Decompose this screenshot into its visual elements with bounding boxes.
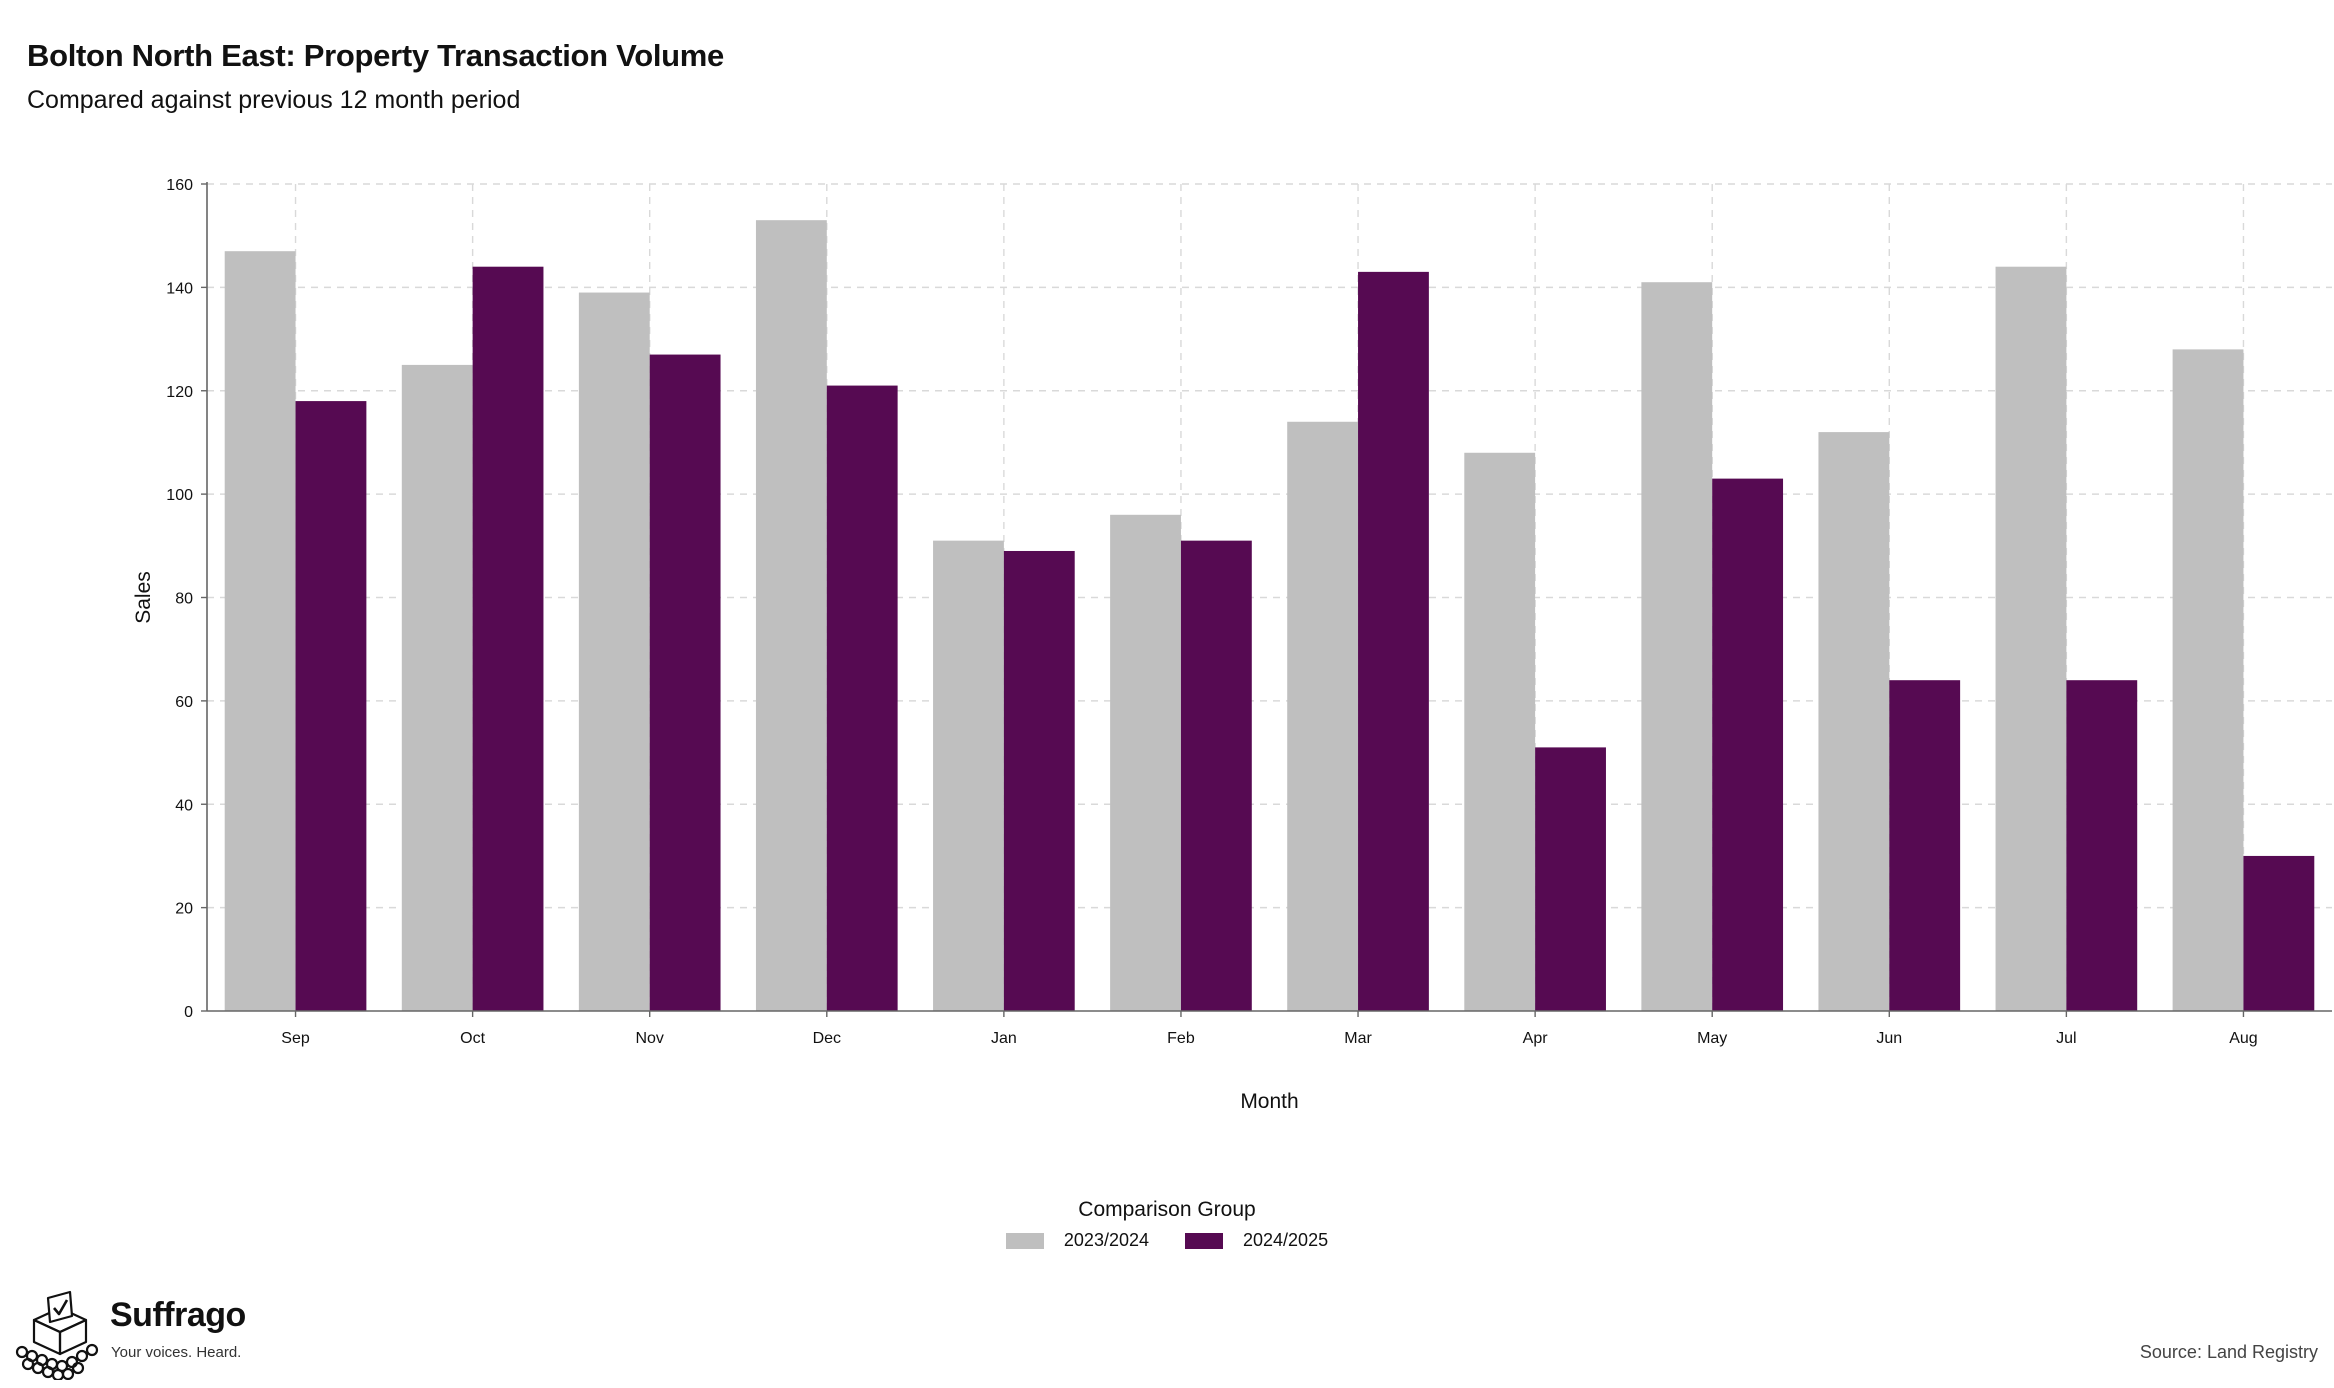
bar-2024-2025-aug — [2243, 855, 2315, 1011]
bar-2024-2025-dec — [826, 385, 898, 1011]
x-tick-label: Jul — [2056, 1030, 2076, 1047]
axes: 0 20 40 60 80 100 120 140 160 Sep Oct Nov Dec Jan Feb M… — [166, 177, 2332, 1047]
y-tick-label: 40 — [175, 797, 193, 814]
legend-label-2024-2025: 2024/2025 — [1243, 1230, 1329, 1250]
y-tick-label: 20 — [175, 901, 193, 918]
x-tick-label: Apr — [1523, 1030, 1549, 1047]
bar-2024-2025-oct — [472, 266, 544, 1011]
x-tick-label: Feb — [1167, 1030, 1195, 1047]
y-tick-label: 140 — [166, 280, 193, 297]
legend-items: 2023/2024 2024/2025 — [1005, 1230, 1328, 1251]
legend: Comparison Group 2023/2024 2024/2025 — [0, 1198, 2334, 1254]
legend-swatch-2024-2025 — [1185, 1232, 1223, 1249]
brand-name: Suffrago — [110, 1296, 246, 1334]
legend-item-2024-2025: 2024/2025 — [1185, 1230, 1328, 1251]
bar-2024-2025-mar — [1358, 271, 1429, 1011]
bar-2024-2025-feb — [1180, 540, 1252, 1011]
ballot-box-logo-icon — [15, 1290, 99, 1380]
y-axis-title: Sales — [132, 571, 155, 624]
x-tick-label: Dec — [813, 1030, 841, 1047]
bar-2024-2025-nov — [649, 354, 721, 1012]
y-tick-label: 0 — [184, 1004, 193, 1021]
legend-label-2023-2024: 2023/2024 — [1063, 1230, 1149, 1250]
bar-2024-2025-may — [1712, 478, 1784, 1011]
bar-2023-2024-mar — [1287, 421, 1359, 1011]
bar-chart: 0 20 40 60 80 100 120 140 160 Sep Oct Nov Dec Jan Feb M… — [132, 177, 2332, 1113]
y-tick-label: 80 — [175, 591, 193, 608]
y-tick-label: 120 — [166, 384, 193, 401]
bar-2024-2025-jan — [1003, 550, 1075, 1011]
bar-2023-2024-may — [1641, 282, 1713, 1011]
x-tick-label: Sep — [281, 1030, 310, 1047]
legend-title: Comparison Group — [1078, 1198, 1256, 1221]
chart-subtitle: Compared against previous 12 month perio… — [27, 86, 521, 114]
x-tick-label: Jun — [1876, 1030, 1902, 1047]
bar-2024-2025-sep — [295, 401, 367, 1011]
x-tick-label: May — [1697, 1030, 1727, 1047]
bar-2023-2024-jan — [933, 540, 1004, 1011]
bar-2023-2024-jul — [1995, 266, 2067, 1011]
source-note: Source: Land Registry — [2139, 1342, 2318, 1362]
bar-2024-2025-apr — [1535, 747, 1606, 1011]
bar-2023-2024-jun — [1818, 432, 1890, 1012]
brand-tagline: Your voices. Heard. — [111, 1344, 242, 1361]
chart-title: Bolton North East: Property Transaction … — [27, 38, 724, 73]
y-tick-label: 60 — [175, 694, 193, 711]
bar-2023-2024-nov — [578, 292, 650, 1011]
x-tick-label: Mar — [1344, 1030, 1372, 1047]
x-axis-title: Month — [1240, 1090, 1298, 1113]
legend-item-2023-2024: 2023/2024 — [1005, 1230, 1149, 1251]
legend-swatch-2023-2024 — [1005, 1232, 1044, 1249]
x-tick-label: Nov — [635, 1030, 663, 1047]
y-tick-label: 160 — [166, 177, 193, 194]
bar-2023-2024-apr — [1464, 452, 1536, 1011]
bar-2023-2024-sep — [224, 251, 296, 1012]
x-tick-label: Jan — [991, 1030, 1017, 1047]
x-tick-label: Aug — [2229, 1030, 2257, 1047]
bar-2023-2024-aug — [2172, 349, 2244, 1011]
y-tick-label: 100 — [166, 487, 193, 504]
x-tick-label: Oct — [460, 1030, 485, 1047]
bar-2023-2024-feb — [1110, 514, 1181, 1011]
bar-2023-2024-oct — [401, 364, 473, 1011]
bars — [224, 220, 2315, 1012]
bar-2024-2025-jul — [2066, 680, 2138, 1011]
bar-2024-2025-jun — [1889, 680, 1961, 1011]
bar-2023-2024-dec — [755, 220, 827, 1011]
